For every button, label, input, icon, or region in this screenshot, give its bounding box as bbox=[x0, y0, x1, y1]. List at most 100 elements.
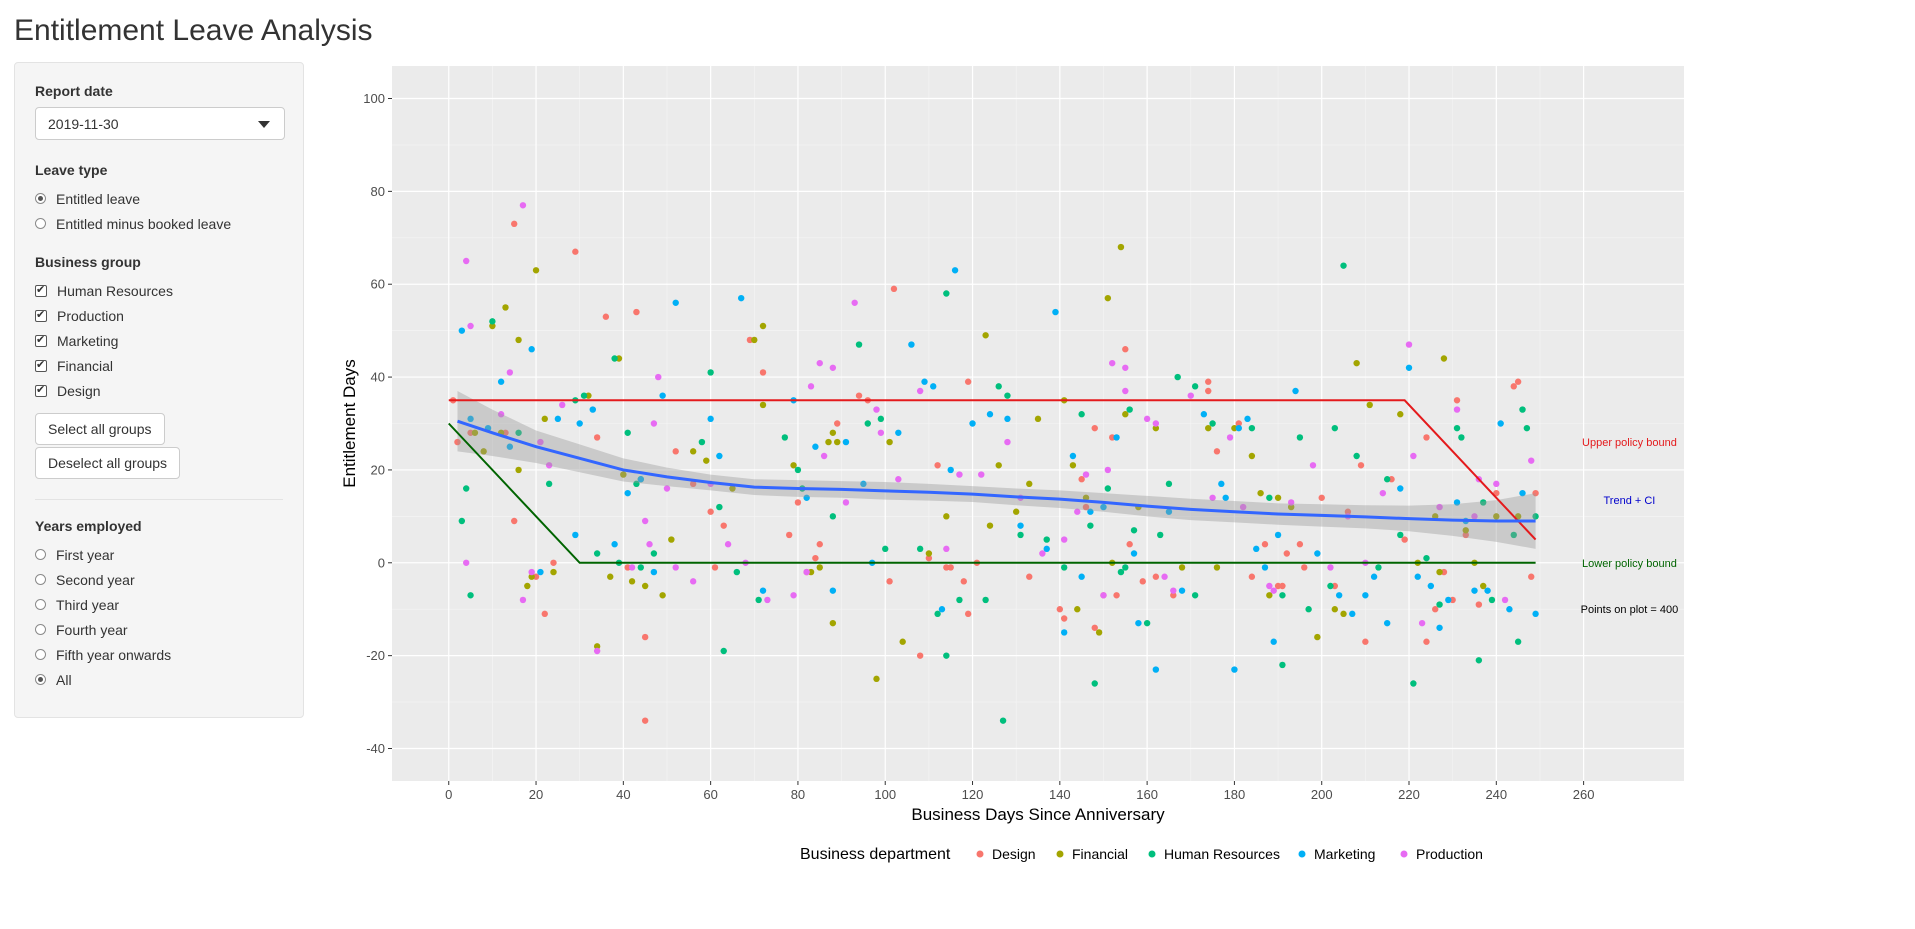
data-point-marketing bbox=[1043, 545, 1050, 553]
data-point-financial bbox=[607, 573, 614, 580]
radio-selected-icon[interactable] bbox=[35, 674, 46, 685]
data-point-production bbox=[641, 517, 649, 525]
data-point-financial bbox=[816, 564, 823, 571]
years-employed-option-all[interactable]: All bbox=[35, 667, 283, 692]
chevron-down-icon bbox=[258, 121, 270, 128]
leave-type-label: Leave type bbox=[35, 162, 108, 178]
lower-policy-bound-annotation: Lower policy bound bbox=[1582, 558, 1677, 570]
years-employed-option-fifth-onwards[interactable]: Fifth year onwards bbox=[35, 642, 283, 667]
legend-key-production bbox=[1400, 850, 1408, 858]
radio-unselected-icon[interactable] bbox=[35, 624, 46, 635]
years-employed-option-third[interactable]: Third year bbox=[35, 592, 283, 617]
data-point-production bbox=[1436, 503, 1443, 511]
business-group-option-financial[interactable]: Financial bbox=[35, 353, 283, 378]
data-point-marketing bbox=[624, 489, 631, 497]
select-all-groups-button[interactable]: Select all groups bbox=[35, 413, 165, 445]
data-point-design bbox=[1283, 550, 1290, 557]
data-point-marketing bbox=[1274, 531, 1282, 539]
business-group-label: Business group bbox=[35, 254, 141, 270]
lower-policy-bound-line bbox=[448, 422, 1536, 564]
checkbox-checked-icon[interactable] bbox=[35, 283, 47, 297]
business-group-option-production[interactable]: Production bbox=[35, 303, 283, 328]
data-point-production bbox=[1100, 592, 1107, 599]
radio-unselected-icon[interactable] bbox=[35, 599, 46, 610]
data-point-human-resources bbox=[943, 652, 950, 659]
radio-selected-icon[interactable] bbox=[35, 193, 46, 204]
data-point-financial bbox=[502, 304, 509, 311]
data-point-marketing bbox=[716, 452, 723, 460]
data-point-production bbox=[545, 462, 553, 469]
trend-ci-annotation: Trend + CI bbox=[1604, 495, 1656, 507]
years-employed-option-label: First year bbox=[56, 546, 115, 563]
business-group-option-human-resources[interactable]: Human Resources bbox=[35, 278, 283, 303]
data-point-marketing bbox=[969, 420, 976, 427]
data-point-production bbox=[1143, 415, 1151, 423]
radio-unselected-icon[interactable] bbox=[35, 574, 46, 585]
checkbox-checked-icon[interactable] bbox=[35, 383, 47, 397]
data-point-production bbox=[559, 401, 566, 409]
data-point-human-resources bbox=[463, 485, 470, 492]
y-tick-label: 40 bbox=[371, 370, 385, 385]
business-group-option-design[interactable]: Design bbox=[35, 378, 283, 403]
data-point-human-resources bbox=[794, 466, 802, 474]
years-employed-option-label: Third year bbox=[56, 596, 120, 613]
data-point-design bbox=[1091, 424, 1098, 432]
y-tick-label: -20 bbox=[366, 648, 385, 663]
data-point-financial bbox=[689, 448, 697, 455]
data-point-marketing bbox=[1100, 503, 1107, 511]
report-date-select[interactable]: 2019-11-30 bbox=[35, 107, 285, 140]
data-point-human-resources bbox=[882, 545, 889, 553]
data-point-marketing bbox=[1253, 545, 1260, 553]
checkbox-checked-icon[interactable] bbox=[35, 308, 47, 322]
radio-unselected-icon[interactable] bbox=[35, 549, 46, 560]
legend-key-marketing bbox=[1298, 850, 1306, 858]
data-point-human-resources bbox=[956, 596, 963, 604]
data-point-design bbox=[816, 541, 823, 548]
checkbox-checked-icon[interactable] bbox=[35, 333, 47, 347]
x-tick-label: 40 bbox=[616, 787, 630, 802]
data-point-production bbox=[873, 406, 880, 413]
data-point-production bbox=[628, 564, 636, 571]
years-employed-option-first[interactable]: First year bbox=[35, 542, 283, 567]
data-point-human-resources bbox=[1122, 564, 1129, 571]
data-point-design bbox=[1082, 503, 1090, 511]
deselect-all-groups-button[interactable]: Deselect all groups bbox=[35, 447, 181, 479]
data-point-design bbox=[511, 220, 518, 228]
data-point-human-resources bbox=[1266, 494, 1273, 501]
x-tick-label: 80 bbox=[791, 787, 805, 802]
data-point-production bbox=[1187, 392, 1194, 399]
data-point-human-resources bbox=[999, 717, 1007, 724]
data-point-production bbox=[1501, 596, 1509, 604]
data-point-design bbox=[1205, 387, 1212, 395]
data-point-financial bbox=[995, 462, 1002, 469]
data-point-design bbox=[1152, 573, 1160, 580]
data-point-human-resources bbox=[716, 503, 723, 511]
data-point-design bbox=[1122, 346, 1129, 353]
data-point-marketing bbox=[908, 341, 915, 348]
leave-type-option-entitled-minus-booked[interactable]: Entitled minus booked leave bbox=[35, 211, 283, 236]
data-point-financial bbox=[825, 438, 832, 446]
data-point-human-resources bbox=[698, 438, 706, 446]
leave-type-option-entitled[interactable]: Entitled leave bbox=[35, 186, 283, 211]
group-buttons: Select all groups Deselect all groups bbox=[35, 413, 283, 479]
data-point-production bbox=[978, 471, 985, 478]
radio-unselected-icon[interactable] bbox=[35, 649, 46, 660]
data-point-financial bbox=[899, 638, 906, 645]
checkbox-checked-icon[interactable] bbox=[35, 358, 47, 372]
data-point-production bbox=[1410, 452, 1417, 460]
data-point-production bbox=[463, 559, 470, 566]
data-point-design bbox=[454, 438, 461, 446]
business-group-option-marketing[interactable]: Marketing bbox=[35, 328, 283, 353]
data-point-marketing bbox=[1017, 522, 1024, 529]
years-employed-option-fourth[interactable]: Fourth year bbox=[35, 617, 283, 642]
data-point-marketing bbox=[672, 299, 679, 306]
data-point-marketing bbox=[1453, 499, 1461, 506]
years-employed-option-second[interactable]: Second year bbox=[35, 567, 283, 592]
data-point-financial bbox=[1012, 508, 1020, 515]
upper-policy-bound-line bbox=[448, 399, 1537, 541]
leave-type-option-label: Entitled minus booked leave bbox=[56, 215, 232, 232]
data-point-marketing bbox=[986, 411, 994, 418]
data-point-marketing bbox=[1383, 619, 1391, 627]
data-point-financial bbox=[834, 438, 841, 446]
radio-unselected-icon[interactable] bbox=[35, 218, 46, 229]
